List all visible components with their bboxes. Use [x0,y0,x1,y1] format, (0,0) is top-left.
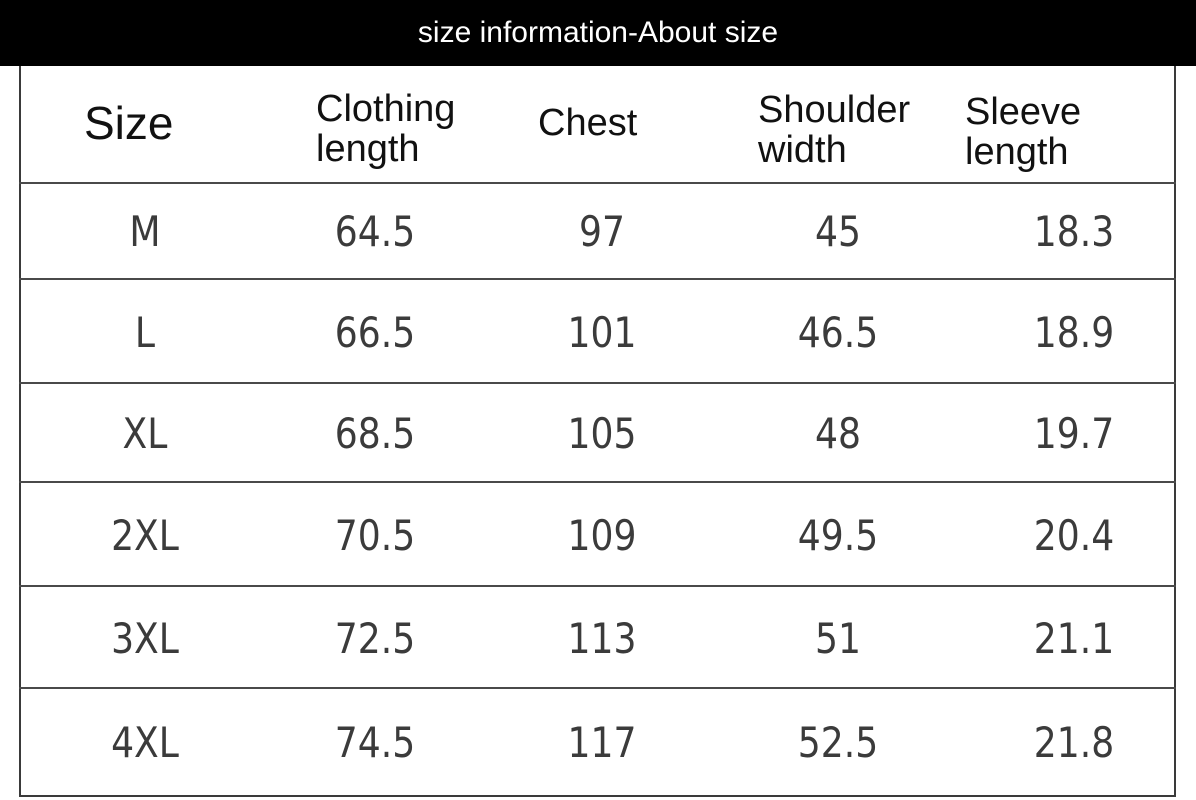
cell-size: 3XL [111,613,179,663]
row-divider [19,278,1176,280]
cell-chest: 117 [567,717,637,767]
header-clothing-length-line2: length [316,128,420,170]
cell-chest: 113 [567,613,637,663]
table-row: M 64.5 97 45 18.3 [19,182,1176,280]
cell-clothing-length: 64.5 [334,206,416,256]
cell-shoulder-width: 45 [815,206,861,256]
size-table [19,66,1176,797]
row-divider [19,687,1176,689]
cell-clothing-length: 70.5 [334,510,416,560]
row-divider [19,182,1176,184]
header-chest: Chest [538,102,638,144]
header-size: Size [84,97,174,149]
header-sleeve-length: Sleeve length [965,92,1081,172]
cell-sleeve-length: 21.8 [1033,717,1115,767]
cell-size: 4XL [111,717,179,767]
cell-clothing-length: 72.5 [334,613,416,663]
header-shoulder-width: Shoulder width [758,90,910,170]
cell-size: L [134,307,156,357]
row-divider [19,481,1176,483]
cell-shoulder-width: 52.5 [797,717,879,767]
cell-chest: 105 [567,409,637,458]
table-row: 3XL 72.5 113 51 21.1 [19,587,1176,689]
table-row: 2XL 70.5 109 49.5 20.4 [19,483,1176,587]
cell-size: 2XL [111,510,179,560]
table-row: 4XL 74.5 117 52.5 21.8 [19,689,1176,795]
table-row: XL 68.5 105 48 19.7 [19,384,1176,483]
table-row: L 66.5 101 46.5 18.9 [19,280,1176,384]
title-bar: size information-About size [0,0,1196,66]
header-shoulder-width-line1: Shoulder [758,89,911,131]
header-sleeve-length-line1: Sleeve [965,91,1082,133]
header-shoulder-width-line2: width [758,129,847,171]
cell-clothing-length: 74.5 [334,717,416,767]
header-clothing-length-line1: Clothing [316,88,456,130]
cell-clothing-length: 68.5 [334,409,416,458]
cell-sleeve-length: 18.3 [1033,206,1115,256]
cell-size: M [129,206,161,256]
cell-chest: 97 [579,206,625,256]
cell-sleeve-length: 20.4 [1033,510,1115,560]
cell-sleeve-length: 18.9 [1033,307,1115,357]
cell-chest: 109 [567,510,637,560]
row-divider [19,585,1176,587]
cell-shoulder-width: 51 [815,613,861,663]
cell-size: XL [122,409,168,458]
cell-shoulder-width: 48 [815,409,861,458]
cell-sleeve-length: 21.1 [1033,613,1115,663]
page-title: size information-About size [417,16,779,49]
cell-shoulder-width: 49.5 [797,510,879,560]
cell-sleeve-length: 19.7 [1033,409,1115,458]
row-divider [19,382,1176,384]
header-sleeve-length-line2: length [965,131,1069,173]
cell-clothing-length: 66.5 [334,307,416,357]
cell-chest: 101 [567,307,637,357]
header-clothing-length: Clothing length [316,89,455,169]
cell-shoulder-width: 46.5 [797,307,879,357]
